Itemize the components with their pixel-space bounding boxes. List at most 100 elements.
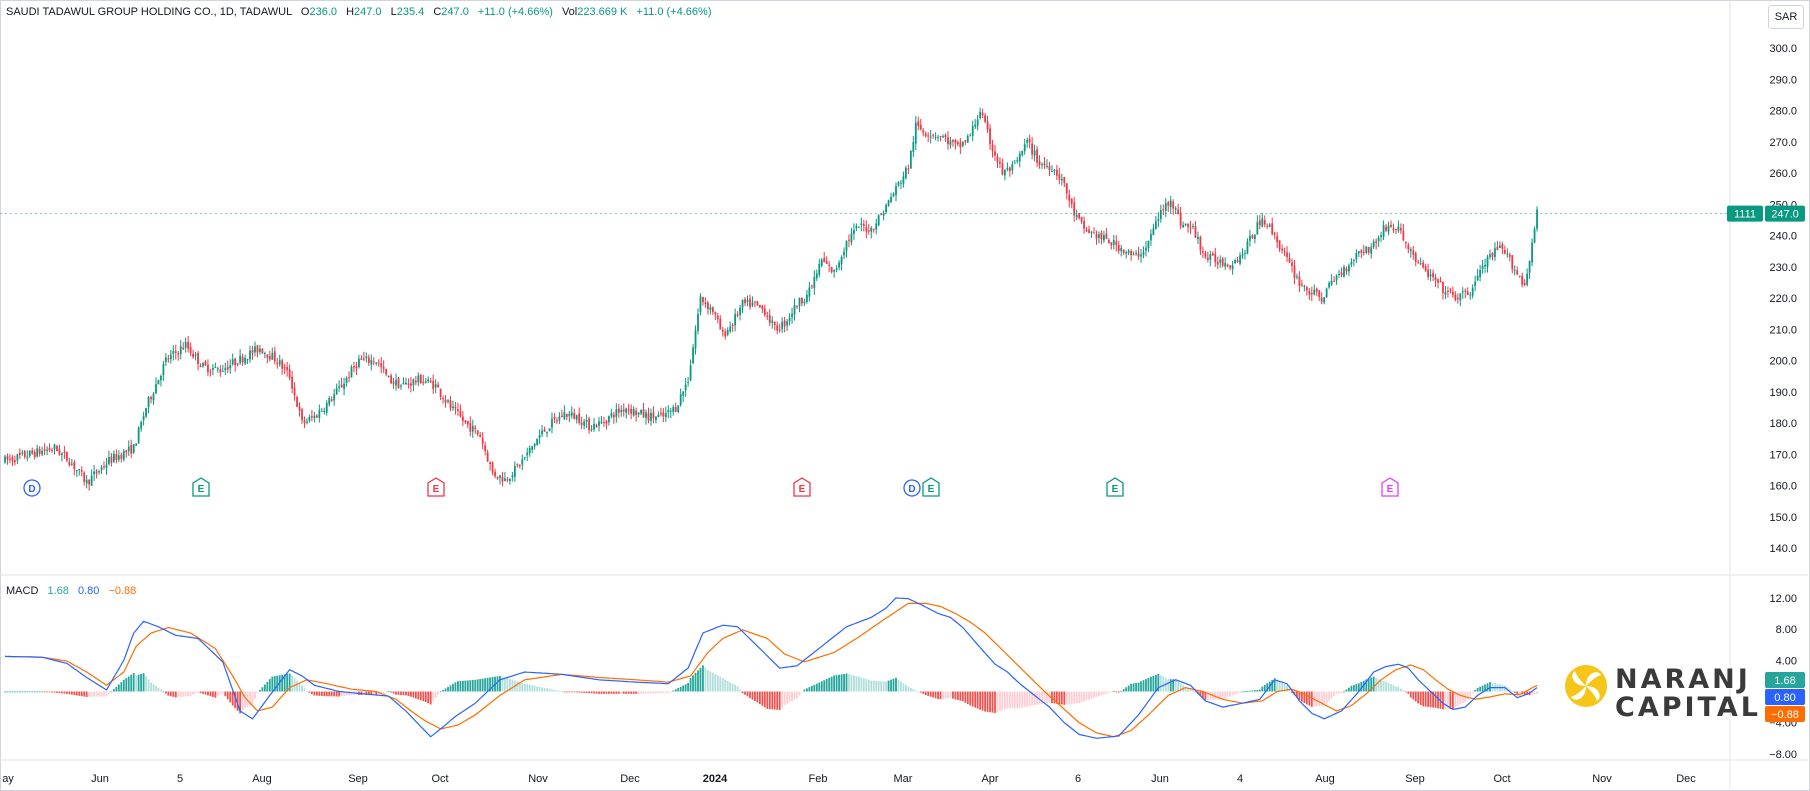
candle [1135, 250, 1137, 256]
histogram-bar [934, 691, 937, 699]
histogram-bar [61, 691, 63, 694]
candle [1263, 215, 1266, 228]
candle-body [486, 452, 489, 462]
histogram-bar [1172, 679, 1175, 692]
histogram-bar [595, 691, 598, 694]
histogram-bar [840, 674, 843, 692]
histogram-bar [1474, 689, 1477, 692]
candle-body [872, 228, 875, 231]
candle [189, 342, 192, 357]
histogram-bar [711, 672, 714, 692]
candle-body [1390, 225, 1392, 227]
histogram-bar [798, 691, 801, 696]
candle [1533, 226, 1536, 244]
candles [4, 107, 1538, 491]
candle [1026, 137, 1029, 148]
histogram-bar [568, 691, 571, 693]
candle [432, 374, 435, 394]
histogram-bar [825, 679, 828, 692]
earnings-marker[interactable]: E [1381, 477, 1399, 497]
histogram-bar [667, 691, 670, 694]
macd-header[interactable]: MACD 1.68 0.80 −0.88 [6, 585, 136, 597]
candle-body [1127, 250, 1130, 253]
signal-value: 0.80 [77, 585, 100, 597]
candle-body [311, 416, 313, 418]
earnings-marker[interactable]: E [192, 477, 210, 497]
earnings-marker[interactable]: E [427, 477, 445, 497]
candle-body [1429, 274, 1432, 277]
candle-body [862, 224, 865, 226]
candle [1315, 287, 1318, 297]
histogram-bar [85, 691, 88, 697]
candle-body [216, 368, 219, 370]
candle-body [108, 457, 110, 465]
histogram-bar [439, 691, 442, 693]
candle-body [669, 410, 672, 412]
histogram-bar [622, 691, 625, 694]
candle [1397, 220, 1400, 233]
candle-body [627, 409, 630, 411]
currency-button[interactable]: SAR [1768, 5, 1804, 29]
candle [469, 416, 472, 437]
histogram-bar [650, 691, 652, 694]
histogram-bar [704, 667, 707, 692]
candle [1043, 157, 1046, 169]
candle [1489, 249, 1491, 260]
candle [481, 432, 484, 450]
candle-body [439, 388, 442, 397]
histogram-bar [1021, 691, 1024, 708]
histogram-bar [209, 691, 212, 697]
time-tick-label: Dec [1676, 773, 1696, 785]
candle [494, 468, 496, 479]
candle [513, 461, 516, 482]
candle-body [387, 376, 390, 378]
histogram-bar [419, 691, 422, 701]
candle-body [887, 200, 890, 206]
candle-body [1496, 246, 1499, 250]
candle-body [778, 329, 781, 331]
candle [1325, 287, 1328, 299]
histogram-bar [1229, 691, 1232, 697]
earnings-marker[interactable]: E [793, 477, 811, 497]
candle-body [1221, 258, 1224, 266]
histogram-bar [333, 691, 336, 697]
histogram-bar [1518, 691, 1521, 694]
histogram-bar [996, 691, 999, 713]
candle [783, 317, 786, 333]
candle-body [939, 136, 942, 138]
dividend-marker[interactable]: D [23, 479, 41, 497]
candle-body [1159, 209, 1162, 220]
earnings-marker[interactable]: E [1106, 477, 1124, 497]
symbol-name[interactable]: SAUDI TADAWUL GROUP HOLDING CO., 1D, TAD… [6, 6, 292, 18]
candle-body [867, 230, 870, 232]
candle [897, 181, 900, 187]
candle [434, 379, 437, 394]
candle [944, 133, 947, 142]
candle [33, 449, 36, 460]
candle-body [147, 397, 150, 408]
candle [820, 257, 823, 268]
candle-body [573, 412, 576, 419]
candle-body [38, 448, 41, 454]
earnings-marker[interactable]: E [922, 477, 940, 497]
candle-body [1100, 232, 1103, 239]
candle [162, 360, 165, 381]
histogram-bar [429, 691, 432, 705]
histogram-bar [1162, 676, 1165, 692]
candle-body [1516, 270, 1519, 275]
histogram-bar [325, 691, 328, 697]
candle [16, 453, 19, 465]
histogram-bar [155, 685, 157, 692]
histogram-bar [1192, 690, 1194, 692]
dividend-marker[interactable]: D [903, 479, 921, 497]
candle-body [1031, 143, 1034, 155]
candle [1400, 223, 1402, 234]
candle-body [263, 353, 266, 355]
candle [362, 351, 365, 362]
histogram-bar [880, 681, 883, 692]
candle-body [999, 161, 1001, 164]
candle [291, 370, 293, 394]
candle [1352, 258, 1355, 267]
candle [813, 270, 816, 296]
